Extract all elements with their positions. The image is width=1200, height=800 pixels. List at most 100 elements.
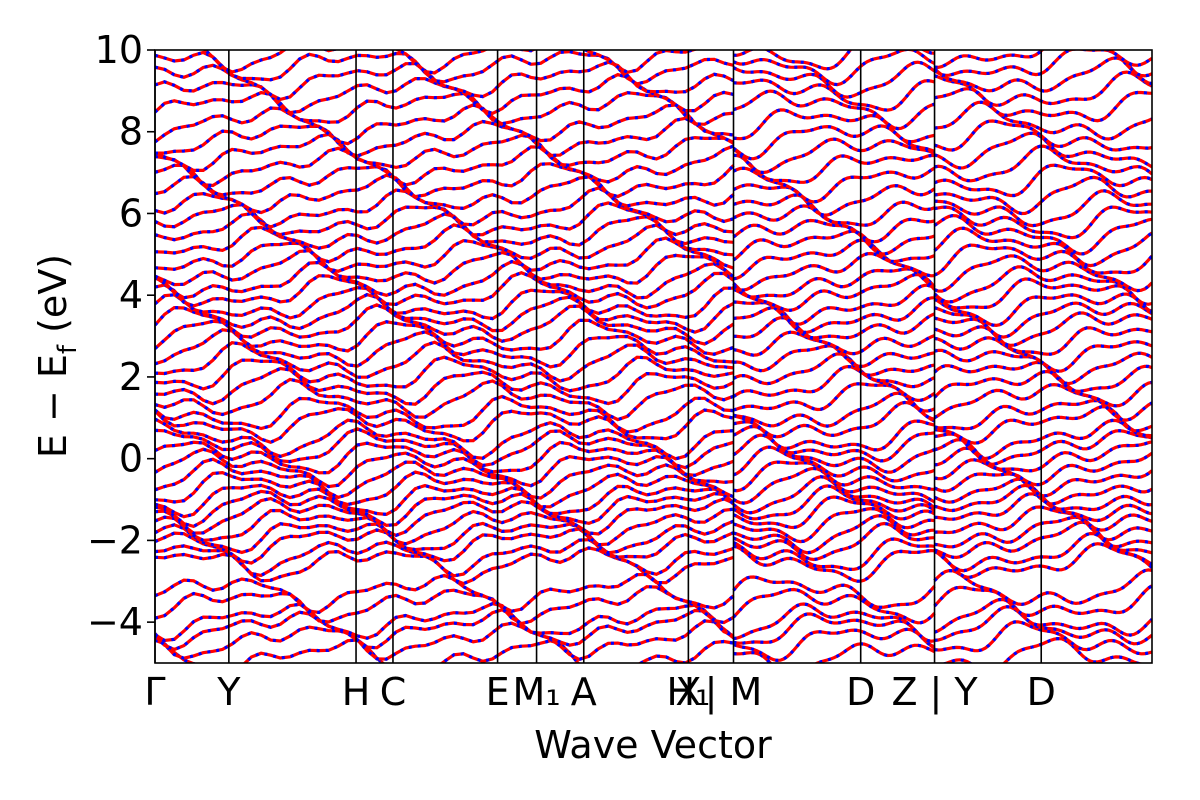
band-curve-blue [933,265,1152,306]
bands-layer [155,50,1152,663]
band-curve-red [732,183,936,217]
y-tick-label: 8 [119,110,143,154]
kpoint-label: E [486,670,510,714]
band-curve-red [732,137,936,175]
kpoint-label: Y [216,670,241,714]
band-curve-red [155,602,735,643]
band-curve-blue [733,602,935,643]
band-curve-blue [732,60,936,99]
band-curve-blue [733,153,935,184]
band-curve-blue [934,515,1152,549]
band-curve-blue [933,226,1152,268]
band-curve-blue [155,489,735,529]
y-axis-title: E − Ef (eV) [31,254,83,458]
band-curve-blue [733,544,935,583]
band-curve-blue [933,568,1152,607]
kpoint-label: M₁ [513,670,561,714]
band-curve-red [202,50,727,75]
band-curve-red [732,587,936,625]
band-curve-blue [155,537,734,578]
band-curve-blue [155,318,735,356]
band-curve-red [155,394,734,434]
band-curve-red [733,506,935,544]
band-curve-blue [155,619,735,662]
band-curve-red [155,259,735,300]
band-curve-red [155,406,734,445]
band-curve-blue [732,137,936,175]
band-curve-red [732,124,936,161]
kpoint-label: Γ [144,670,165,714]
band-curve-blue [155,447,734,489]
band-curve-red [155,527,735,565]
y-tick-label: 6 [119,191,143,235]
y-tick-label: −2 [87,518,143,562]
band-curve-blue [733,78,935,112]
band-curve-red [155,60,735,102]
band-curve-blue [934,50,1152,70]
band-curve-blue [155,132,735,172]
band-curve-blue [934,348,1152,386]
band-curve-red [933,243,1152,277]
band-curve-red [155,186,734,229]
band-curve-red [732,627,936,663]
band-curve-blue [933,542,1152,579]
band-curve-blue [733,50,935,71]
band-curve-blue [732,575,936,609]
band-curve-red [155,50,734,86]
band-curve-blue [733,460,935,493]
band-curve-blue [155,394,734,434]
band-curve-red [732,495,936,530]
band-curve-red [732,272,936,312]
band-curve-red [934,119,1152,152]
band-curve-blue [155,116,735,158]
band-curve-red [733,193,936,227]
band-curve-red [733,306,936,340]
band-curve-blue [733,419,935,452]
kpoint-label: D [846,670,875,714]
band-curve-blue [155,162,735,199]
band-curve-blue [732,352,936,389]
band-curve-blue [934,205,1152,240]
band-curve-red [933,292,1152,328]
kpoint-label: C [380,670,407,714]
band-curve-blue [933,520,1152,560]
band-curve-blue [155,470,735,509]
band-curve-blue [155,144,735,188]
band-curve-blue [933,213,1152,256]
band-curve-blue [933,50,1152,78]
band-curve-blue [732,475,936,515]
band-curve-blue [733,400,936,439]
band-curve-blue [155,483,735,519]
band-curve-blue [732,484,936,521]
y-axis-title-main: E − E [31,354,75,458]
band-curve-blue [934,189,1152,228]
band-curve-red [934,336,1152,373]
band-curve-blue [155,608,735,652]
band-curve-blue [155,292,735,334]
band-curve-blue [934,325,1152,356]
band-curve-blue [155,440,735,477]
band-curve-blue [155,236,735,273]
band-curve-blue [733,514,935,555]
kpoint-label: | M [705,670,763,715]
band-curve-blue [733,108,935,144]
band-curve-blue [733,238,935,281]
band-curve-red [934,325,1152,356]
band-curve-red [155,638,734,663]
x-axis-title: Wave Vector [534,723,772,767]
band-curve-blue [933,163,1152,198]
band-curve-blue [733,612,936,649]
band-curve-red [933,50,1152,78]
kpoint-label: Z | Y [891,670,978,715]
band-curve-blue [155,211,734,250]
band-curve-blue [732,229,936,264]
plot-frame [154,49,1153,664]
band-curve-blue [155,638,734,663]
band-curve-red [933,382,1152,422]
y-axis-title-unit: (eV) [31,254,75,345]
band-curve-blue [934,311,1152,348]
band-curve-red [733,382,936,413]
band-curve-red [733,50,935,71]
kpoint-label: A [571,670,597,714]
